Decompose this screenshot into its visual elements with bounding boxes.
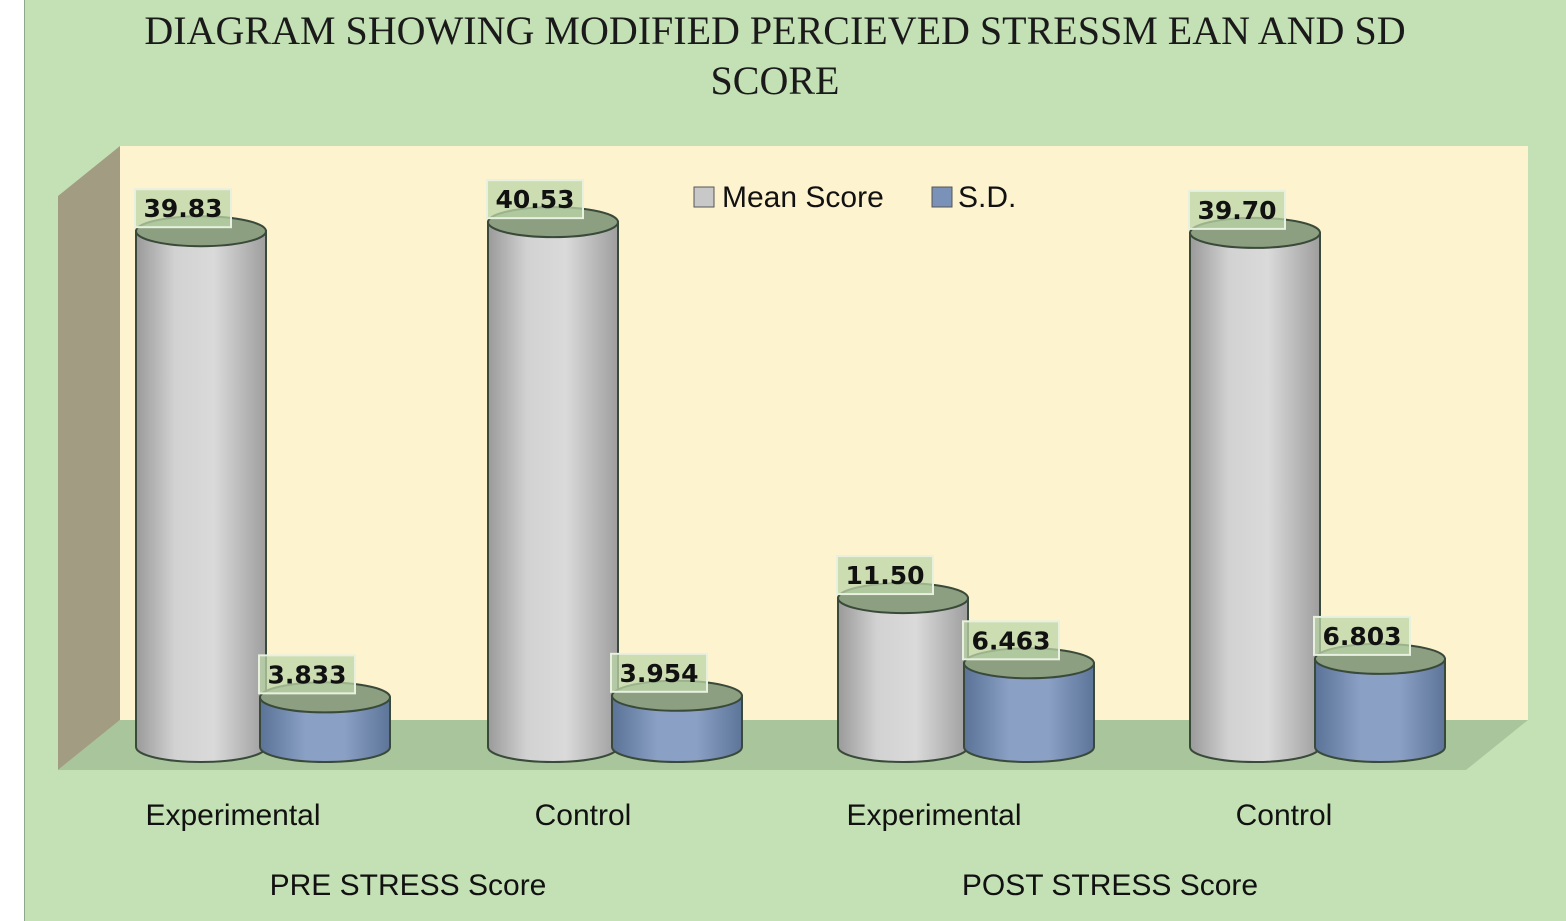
bar-mean-score-body bbox=[135, 230, 267, 763]
chart-title-line-2: SCORE bbox=[711, 58, 840, 103]
chart-title-line-1: DIAGRAM SHOWING MODIFIED PERCIEVED STRES… bbox=[144, 8, 1405, 53]
bar-mean-score bbox=[135, 215, 267, 763]
category-label: Control bbox=[535, 799, 632, 832]
data-label-box bbox=[1188, 189, 1286, 230]
category-label: Control bbox=[1236, 799, 1333, 832]
data-label-box bbox=[1313, 615, 1411, 656]
bar-sd bbox=[611, 679, 743, 763]
chart-side-wall bbox=[58, 146, 120, 770]
data-label-mean-score: 11.50 bbox=[845, 561, 924, 590]
data-label-box bbox=[486, 179, 584, 220]
data-label-sd: 3.833 bbox=[267, 660, 346, 689]
bar-sd bbox=[963, 647, 1095, 763]
data-label-sd: 6.803 bbox=[1322, 622, 1401, 651]
legend-label-sd: S.D. bbox=[958, 181, 1016, 214]
data-label-box bbox=[610, 652, 708, 693]
chart-floor bbox=[58, 720, 1528, 770]
bar-mean-score-body bbox=[837, 597, 969, 763]
category-label: Experimental bbox=[846, 799, 1021, 832]
bar-mean-score bbox=[487, 206, 619, 763]
legend-swatch-mean-score bbox=[693, 186, 715, 208]
bar-mean-score-body bbox=[487, 221, 619, 763]
group-label-post-stress: POST STRESS Score bbox=[962, 869, 1258, 902]
chart-back-wall bbox=[120, 146, 1528, 720]
data-labels-layer: 39.83 40.53 11.50 39.70 3.833 3.954 6.46… bbox=[134, 179, 1411, 695]
bar-sd-body bbox=[259, 696, 391, 763]
data-label-sd: 3.954 bbox=[619, 659, 698, 688]
bar-sd bbox=[1314, 642, 1446, 763]
data-label-mean-score: 39.70 bbox=[1197, 196, 1276, 225]
data-label-box bbox=[134, 188, 232, 229]
bar-sd-body bbox=[1314, 657, 1446, 763]
legend-swatch-sd bbox=[931, 186, 953, 208]
data-label-box bbox=[836, 555, 934, 596]
data-label-mean-score: 39.83 bbox=[143, 194, 222, 223]
category-label: Experimental bbox=[145, 799, 320, 832]
data-label-box bbox=[962, 620, 1060, 661]
group-label-pre-stress: PRE STRESS Score bbox=[270, 869, 547, 902]
bar-mean-score bbox=[837, 582, 969, 763]
data-label-mean-score: 40.53 bbox=[495, 185, 574, 214]
legend: Mean Score S.D. bbox=[693, 181, 1016, 214]
bar-sd-body bbox=[963, 662, 1095, 763]
data-label-box bbox=[258, 654, 356, 695]
data-label-sd: 6.463 bbox=[971, 626, 1050, 655]
legend-label-mean-score: Mean Score bbox=[722, 181, 884, 214]
bar-sd-body bbox=[611, 694, 743, 763]
bars-layer bbox=[135, 206, 1446, 763]
bar-mean-score bbox=[1189, 216, 1321, 763]
bar-mean-score-body bbox=[1189, 231, 1321, 763]
